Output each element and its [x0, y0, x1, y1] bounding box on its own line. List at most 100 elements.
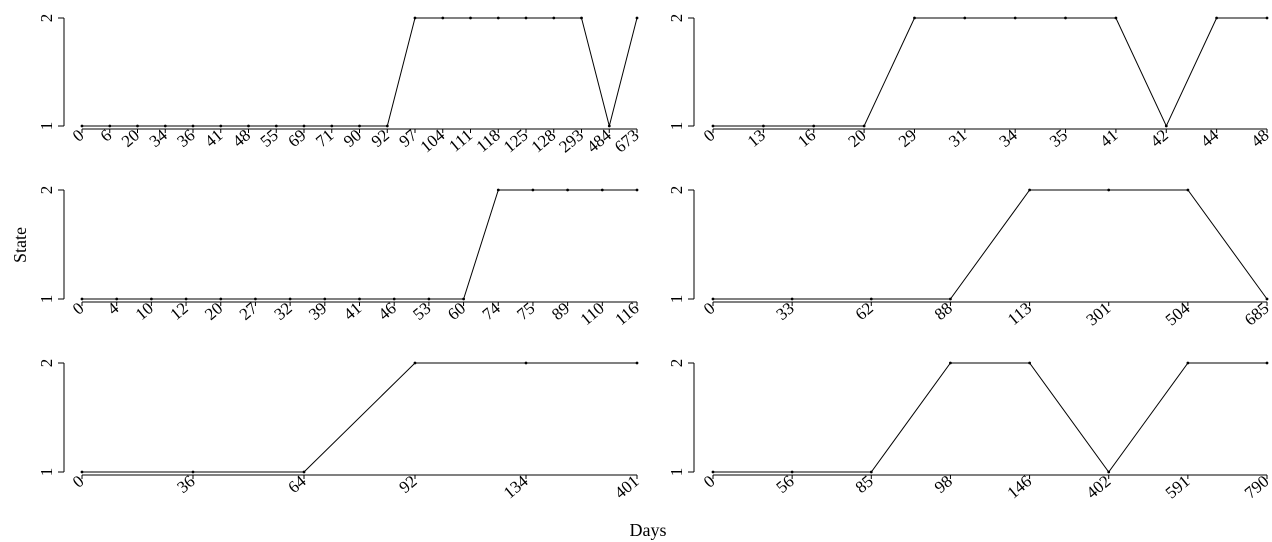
y-tick-label: 2: [37, 14, 56, 23]
data-point: [496, 16, 500, 20]
data-point: [288, 297, 292, 301]
data-point: [790, 470, 794, 474]
data-point: [963, 16, 967, 20]
data-point: [913, 16, 916, 20]
x-tick-label: 4: [104, 298, 123, 318]
x-axis-title: Days: [630, 520, 667, 540]
data-point: [108, 124, 112, 128]
series-line-panel-6: [713, 362, 1267, 473]
data-point: [413, 16, 417, 20]
data-point: [254, 297, 257, 301]
data-point: [524, 16, 528, 20]
data-point: [427, 297, 431, 301]
data-point: [1164, 124, 1168, 128]
data-point: [580, 16, 583, 20]
data-point: [1028, 361, 1031, 365]
data-point: [862, 124, 866, 128]
data-point: [136, 124, 139, 128]
x-tick-label: 113: [1004, 299, 1035, 330]
x-tick-label: 111: [445, 126, 476, 156]
x-tick-label: 104: [417, 125, 449, 156]
x-tick-label: 110: [577, 299, 608, 330]
data-point: [80, 470, 84, 474]
data-point: [1114, 16, 1118, 20]
data-point: [219, 297, 223, 301]
series-line-panel-4: [713, 189, 1268, 300]
data-point: [219, 124, 223, 128]
data-point: [949, 361, 952, 365]
x-tick-label: 293: [555, 126, 587, 157]
y-tick-label: 1: [667, 122, 686, 131]
data-point: [1215, 16, 1218, 20]
series-line-panel-3: [82, 189, 637, 300]
x-tick-label: 146: [1003, 472, 1035, 503]
data-point: [1064, 16, 1067, 20]
data-point: [358, 297, 361, 301]
y-tick-label: 1: [667, 295, 686, 304]
y-tick-label: 1: [37, 295, 56, 304]
data-point: [413, 361, 417, 365]
x-tick-label: 402: [1083, 472, 1115, 503]
y-tick-label: 2: [667, 359, 686, 368]
data-point: [711, 124, 715, 128]
data-point: [1265, 297, 1269, 301]
data-point: [524, 361, 528, 365]
data-point: [635, 16, 639, 20]
y-tick-label: 1: [37, 122, 56, 131]
data-point: [949, 297, 952, 301]
data-point: [150, 297, 153, 301]
data-point: [1013, 16, 1017, 20]
data-point: [191, 124, 195, 128]
data-point: [1028, 188, 1031, 192]
data-point: [330, 124, 334, 128]
data-point: [790, 297, 794, 301]
data-point: [358, 124, 361, 128]
data-point: [869, 297, 873, 301]
data-point: [711, 297, 715, 301]
data-point: [496, 188, 500, 192]
data-point: [247, 124, 250, 128]
data-point: [1186, 361, 1190, 365]
data-point: [1107, 188, 1111, 192]
x-tick-label: 504: [1162, 298, 1194, 329]
data-point: [1107, 470, 1111, 474]
data-point: [1265, 361, 1269, 365]
x-tick-label: 301: [1083, 299, 1115, 330]
data-point: [566, 188, 569, 192]
data-point: [115, 297, 119, 301]
data-point: [635, 188, 639, 192]
x-tick-label: 125: [500, 126, 532, 157]
x-tick-label: 134: [500, 471, 532, 502]
series-line-panel-5: [82, 362, 637, 473]
x-tick-label: 484: [583, 125, 615, 156]
data-point: [80, 124, 84, 128]
data-point: [323, 297, 327, 301]
y-tick-label: 1: [37, 468, 56, 477]
data-point: [607, 124, 611, 128]
data-point: [441, 16, 445, 20]
y-axis-title: State: [10, 227, 30, 263]
x-tick-label: 118: [473, 126, 504, 157]
y-tick-label: 1: [667, 468, 686, 477]
data-point: [385, 124, 389, 128]
data-point: [812, 124, 816, 128]
data-point: [1186, 188, 1190, 192]
data-point: [462, 297, 465, 301]
y-tick-label: 2: [667, 186, 686, 195]
data-point: [163, 124, 167, 128]
data-point: [762, 124, 765, 128]
series-line-panel-1: [82, 17, 638, 127]
data-point: [302, 470, 306, 474]
series-line-panel-2: [713, 17, 1267, 128]
data-point: [552, 16, 556, 20]
x-tick-label: 673: [611, 126, 643, 157]
data-point: [80, 297, 84, 301]
data-point: [711, 470, 715, 474]
data-point: [302, 124, 306, 128]
data-point: [274, 124, 278, 128]
data-point: [531, 188, 535, 192]
data-point: [1265, 16, 1269, 20]
data-point: [635, 361, 639, 365]
data-point: [392, 297, 396, 301]
